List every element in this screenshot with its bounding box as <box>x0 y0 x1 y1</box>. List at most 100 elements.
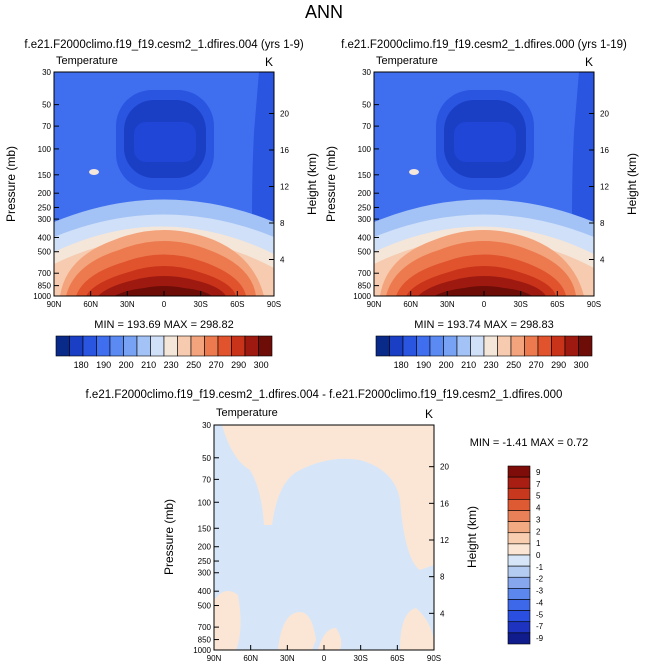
y-tick-label: 100 <box>198 498 212 507</box>
colorbar-swatch <box>507 499 531 511</box>
colorbar-swatch <box>375 335 390 357</box>
colorbar-swatch <box>507 532 531 545</box>
colorbar-label: 210 <box>141 360 156 370</box>
colorbar-swatch <box>507 621 531 634</box>
colorbar-swatch <box>163 335 178 357</box>
y-tick-label: 70 <box>42 122 51 131</box>
height-tick-label: 12 <box>280 182 289 191</box>
colorbar-label: 4 <box>536 504 541 513</box>
panel-c-ylabel: Pressure (mb) <box>162 499 176 575</box>
y-tick-label: 1000 <box>193 646 211 655</box>
x-tick-label: 0 <box>162 300 167 309</box>
colorbar-swatch <box>109 335 124 357</box>
y-tick-label: 200 <box>198 543 212 552</box>
height-tick-label: 8 <box>440 573 445 582</box>
y-tick-label: 50 <box>362 101 371 110</box>
x-tick-label: 90N <box>207 654 222 663</box>
x-tick-label: 90S <box>267 300 281 309</box>
panel-c-stats: MIN = -1.41 MAX = 0.72 <box>470 437 589 449</box>
panel-a-right-label: K <box>265 55 273 69</box>
colorbar-label: 180 <box>74 360 89 370</box>
panel-b-ylabel-right: Height (km) <box>625 153 639 215</box>
colorbar-swatch <box>123 335 138 357</box>
colorbar-label: -2 <box>536 575 544 584</box>
colorbar-swatch <box>443 335 458 357</box>
colorbar-label: 270 <box>209 360 224 370</box>
colorbar-label: 210 <box>461 360 476 370</box>
colorbar-swatch <box>578 335 593 357</box>
height-tick-label: 20 <box>280 109 289 118</box>
page-title: ANN <box>305 2 343 22</box>
colorbar-label: 290 <box>551 360 566 370</box>
y-tick-label: 500 <box>358 248 372 257</box>
x-tick-label: 90S <box>587 300 601 309</box>
colorbar-label: -4 <box>536 598 544 607</box>
colorbar-label: 0 <box>536 551 541 560</box>
y-tick-label: 200 <box>358 189 372 198</box>
height-tick-label: 20 <box>440 463 449 472</box>
colorbar-label: 9 <box>536 468 541 477</box>
colorbar-label: 270 <box>529 360 544 370</box>
y-tick-label: 300 <box>358 215 372 224</box>
colorbar-swatch <box>244 335 259 357</box>
panel-a: f.e21.F2000climo.f19_f19.cesm2_1.dfires.… <box>4 39 319 370</box>
y-tick-label: 300 <box>198 569 212 578</box>
colorbar-swatch <box>96 335 111 357</box>
x-tick-label: 60N <box>403 300 418 309</box>
colorbar-swatch <box>507 521 531 534</box>
panel-b-title: f.e21.F2000climo.f19_f19.cesm2_1.dfires.… <box>341 39 627 51</box>
colorbar-swatch <box>537 335 552 357</box>
colorbar-swatch <box>507 599 531 611</box>
colorbar-swatch <box>82 335 97 357</box>
colorbar-swatch <box>507 476 531 489</box>
height-tick-label: 16 <box>280 146 289 155</box>
x-tick-label: 60S <box>230 300 244 309</box>
colorbar-swatch <box>204 335 219 357</box>
colorbar-label: 1 <box>536 539 541 548</box>
colorbar-swatch <box>177 335 192 357</box>
height-tick-label: 16 <box>600 146 609 155</box>
y-tick-label: 30 <box>362 68 371 77</box>
colorbar-label: 5 <box>536 492 541 501</box>
y-tick-label: 850 <box>358 282 372 291</box>
y-tick-label: 500 <box>38 248 52 257</box>
colorbar-swatch <box>507 576 531 589</box>
y-tick-label: 250 <box>358 203 372 212</box>
y-tick-label: 1000 <box>353 292 371 301</box>
height-tick-label: 8 <box>600 219 605 228</box>
colorbar-label: 200 <box>119 360 134 370</box>
x-tick-label: 30S <box>194 300 208 309</box>
y-tick-label: 500 <box>198 602 212 611</box>
panel-c-ylabel-right: Height (km) <box>465 506 479 568</box>
colorbar-label: 230 <box>484 360 499 370</box>
colorbar-swatch <box>507 554 531 567</box>
panel-a-stats: MIN = 193.69 MAX = 298.82 <box>94 319 233 331</box>
panel-c-left-label: Temperature <box>216 407 278 419</box>
panel-b-left-label: Temperature <box>376 55 438 67</box>
y-tick-label: 250 <box>38 203 52 212</box>
y-tick-label: 250 <box>198 557 212 566</box>
y-tick-label: 850 <box>198 636 212 645</box>
colorbar-swatch <box>217 335 232 357</box>
colorbar-label: 190 <box>96 360 111 370</box>
colorbar-swatch <box>69 335 84 357</box>
x-tick-label: 30N <box>440 300 455 309</box>
panel-b-right-label: K <box>585 55 593 69</box>
colorbar-swatch <box>55 335 70 357</box>
x-tick-label: 30S <box>354 654 368 663</box>
colorbar-swatch <box>564 335 579 357</box>
x-tick-label: 60N <box>243 654 258 663</box>
colorbar-swatch <box>507 465 531 478</box>
y-tick-label: 150 <box>198 524 212 533</box>
colorbar-label: -1 <box>536 563 544 572</box>
x-tick-label: 0 <box>482 300 487 309</box>
colorbar-swatch <box>456 335 471 357</box>
colorbar-label: 300 <box>254 360 269 370</box>
colorbar-label: 180 <box>394 360 409 370</box>
colorbar-label: 2 <box>536 527 541 536</box>
height-tick-label: 4 <box>280 255 285 264</box>
colorbar-label: 290 <box>231 360 246 370</box>
x-tick-label: 30N <box>120 300 135 309</box>
colorbar-label: 250 <box>506 360 521 370</box>
colorbar-label: -9 <box>536 634 544 643</box>
